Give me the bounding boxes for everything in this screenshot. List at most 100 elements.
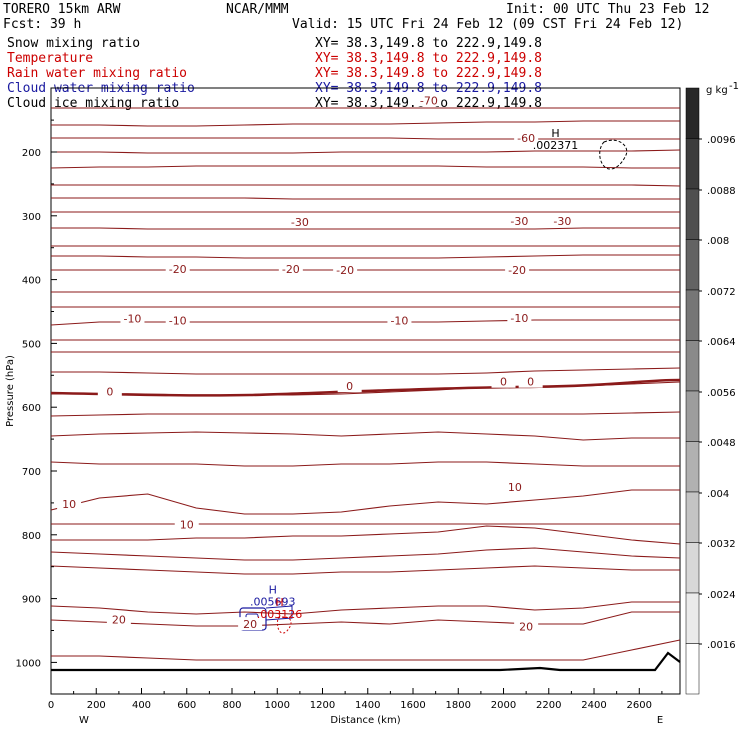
contour-label-bg — [174, 517, 199, 531]
temperature-contour — [51, 254, 680, 259]
contour-label-bg — [120, 311, 145, 325]
x-axis-label: Distance (km) — [330, 715, 400, 726]
temperature-contour-label: -20 — [282, 263, 300, 276]
contour-label-bg — [518, 374, 543, 388]
temperature-contour-label: 20 — [519, 621, 533, 634]
colorbar-segment — [685, 239, 700, 291]
x-tick-label: 600 — [177, 700, 196, 711]
temperature-contour — [51, 639, 681, 661]
temperature-contour-label: 10 — [508, 481, 522, 494]
field-xy-range: XY= 38.3,149.8 to 222.9,149.8 — [315, 36, 542, 51]
temperature-contour-label: -20 — [508, 264, 526, 277]
x-tick-label: 2400 — [581, 700, 606, 711]
temperature-contour — [50, 547, 681, 561]
y-tick-label: 900 — [22, 595, 41, 606]
contour-label-bg — [550, 213, 575, 227]
y-tick-label: 800 — [22, 531, 41, 542]
extremum-value: .002371 — [533, 139, 579, 152]
x-tick-label: 1200 — [310, 700, 335, 711]
temperature-contour-label: 0 — [500, 376, 507, 389]
temperature-contour-label: -30 — [510, 215, 528, 228]
temperature-contour-label: 0 — [527, 376, 534, 389]
field-name: Snow mixing ratio — [7, 36, 141, 51]
extremum-label: H — [551, 127, 559, 140]
org-label: NCAR/MMM — [226, 2, 289, 17]
plot-frame — [50, 87, 681, 695]
extremum-value: .003126 — [257, 608, 303, 621]
colorbar-segment — [685, 643, 700, 695]
colorbar-segment — [685, 542, 700, 594]
colorbar-tick-label: .008 — [707, 236, 729, 247]
x-tick-label: 2000 — [491, 700, 516, 711]
temperature-contour — [51, 120, 680, 127]
temperature-contour-label: -10 — [123, 313, 141, 326]
y-tick-label: 400 — [22, 276, 41, 287]
colorbar-tick-label: .0096 — [707, 135, 736, 146]
x-tick-label: 1600 — [400, 700, 425, 711]
cloud-ice-contour — [599, 139, 628, 170]
contour-label-bg — [502, 479, 527, 493]
model-title: TORERO 15km ARW — [3, 2, 121, 17]
contour-label-bg — [507, 213, 532, 227]
colorbar-unit-exp: -1 — [729, 81, 739, 92]
contour-label-bg — [514, 619, 539, 633]
east-label: E — [657, 715, 663, 726]
contour-label-bg — [337, 379, 362, 393]
temperature-contour-label: 0 — [346, 380, 353, 393]
contour-label-bg — [106, 612, 131, 626]
x-tick-label: 0 — [48, 700, 54, 711]
colorbar-segment — [685, 87, 700, 139]
field-name: Temperature — [7, 51, 94, 66]
x-tick-label: 2600 — [627, 700, 652, 711]
temperature-contour — [50, 611, 680, 627]
colorbar-segment — [685, 289, 700, 341]
contour-label-bg — [97, 384, 122, 398]
y-tick-label: 300 — [22, 212, 41, 223]
extremum-label: H — [269, 583, 277, 596]
x-tick-label: 1000 — [265, 700, 290, 711]
temperature-contour-label: 10 — [180, 519, 194, 532]
temperature-contour — [50, 565, 680, 575]
field-xy-range: XY= 38.3,149.8 to 222.9,149.8 — [315, 51, 542, 66]
colorbar-segment — [685, 340, 700, 392]
colorbar-segment — [685, 390, 700, 442]
y-tick-label: 200 — [22, 148, 41, 159]
x-tick-label: 1800 — [446, 700, 471, 711]
x-tick-label: 2200 — [536, 700, 561, 711]
colorbar-tick-label: .0064 — [707, 337, 736, 348]
contour-label-bg — [287, 215, 312, 229]
colorbar-tick-label: .0024 — [707, 590, 736, 601]
x-tick-label: 400 — [132, 700, 151, 711]
temperature-contour-label: -10 — [169, 314, 187, 327]
y-tick-label: 500 — [22, 339, 41, 350]
forecast-hour: Fcst: 39 h — [3, 17, 82, 32]
temperature-contour — [51, 184, 681, 187]
x-tick-label: 1400 — [355, 700, 380, 711]
temperature-contour — [51, 227, 680, 230]
field-name: Cloud ice mixing ratio — [7, 96, 180, 111]
temperature-contour — [50, 461, 680, 467]
temperature-contour-label: -60 — [517, 132, 535, 145]
contour-label-bg — [416, 93, 441, 107]
colorbar-tick-label: .0088 — [707, 186, 736, 197]
temperature-contour-label: -30 — [553, 215, 571, 228]
temperature-contour-label: 10 — [62, 498, 76, 511]
rain-water-contour — [277, 616, 292, 634]
colorbar-segment — [685, 441, 700, 493]
temperature-contour-label: -70 — [420, 94, 438, 107]
temperature-contour — [50, 601, 680, 615]
temperature-contour-label: 0 — [106, 385, 113, 398]
extremum-label: H — [275, 596, 283, 609]
y-tick-label: 700 — [22, 467, 41, 478]
temperature-contour — [50, 489, 680, 515]
temperature-contour — [51, 525, 681, 545]
field-name: Rain water mixing ratio — [7, 66, 188, 81]
colorbar-segment — [685, 138, 700, 190]
colorbar-tick-label: .0056 — [707, 388, 736, 399]
contour-label-bg — [165, 261, 190, 275]
contour-label-bg — [507, 310, 532, 324]
colorbar-tick-label: .0032 — [707, 539, 736, 550]
y-tick-label: 1000 — [16, 658, 41, 669]
colorbar-segment — [685, 188, 700, 240]
